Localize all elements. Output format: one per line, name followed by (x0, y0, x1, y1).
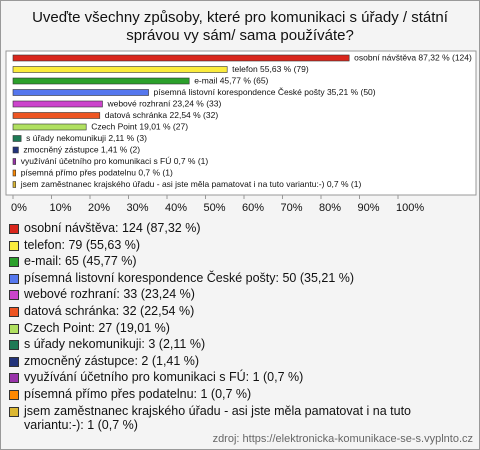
legend-marker (9, 257, 19, 268)
legend-label: využívání účetního pro komunikaci s FÚ: … (24, 370, 304, 385)
bar (12, 135, 22, 142)
bar (12, 77, 190, 85)
value-label: webové rozhraní 23,24 % (33) (106, 98, 221, 108)
bar (12, 89, 149, 96)
legend-item: písemná přímo přes podatelnu: 1 (0,7 %) (9, 387, 471, 401)
bar (12, 66, 228, 73)
legend-label: písemná přímo přes podatelnu: 1 (0,7 %) (24, 386, 252, 401)
legend-marker (9, 273, 19, 284)
legend-item: datová schránka: 32 (22,54 %) (9, 304, 471, 318)
legend-label: webové rozhraní: 33 (23,24 %) (24, 287, 195, 302)
value-label: telefon 55,63 % (79) (232, 64, 309, 74)
legend-item: s úřady nekomunikuji: 3 (2,11 %) (9, 337, 471, 351)
legend-item: jsem zaměstnanec krajského úřadu - asi j… (9, 404, 471, 432)
legend-label: e-mail: 65 (45,77 %) (24, 254, 137, 269)
value-label: datová schránka 22,54 % (32) (105, 110, 219, 120)
legend-marker (9, 290, 19, 301)
legend-label: s úřady nekomunikuji: 3 (2,11 %) (24, 337, 206, 352)
value-label: s úřady nekomunikuji 2,11 % (3) (26, 133, 147, 143)
x-tick-label: 40% (165, 202, 187, 214)
plot-area (5, 50, 477, 196)
legend-label: zmocněný zástupce: 2 (1,41 %) (24, 353, 200, 368)
bar (12, 112, 101, 119)
x-tick-label: 80% (319, 202, 341, 214)
legend-item: Czech Point: 27 (19,01 %) (9, 321, 471, 335)
legend-label: datová schránka: 32 (22,54 %) (24, 303, 195, 318)
x-tick-label: 90% (358, 202, 380, 214)
legend-marker (9, 323, 19, 334)
legend-marker (9, 406, 19, 417)
x-tick-label: 100% (396, 202, 424, 214)
plot: Uveďte všechny způsoby, které pro komuni… (5, 9, 477, 214)
value-label: zmocněný zástupce 1,41 % (2) (23, 144, 140, 154)
legend-marker (9, 389, 19, 400)
legend-marker (9, 373, 19, 384)
bar (12, 123, 87, 131)
legend-item: webové rozhraní: 33 (23,24 %) (9, 287, 471, 301)
x-tick-label: 10% (50, 202, 72, 214)
bar (12, 146, 19, 154)
value-label: e-mail 45,77 % (65) (194, 75, 268, 85)
bar (12, 169, 16, 177)
bar (12, 158, 16, 165)
legend-marker (9, 240, 19, 251)
legend-label: osobní návštěva: 124 (87,32 %) (24, 221, 201, 235)
legend-item: zmocněný zástupce: 2 (1,41 %) (9, 354, 471, 368)
legend-marker (9, 340, 19, 351)
value-label: využívání účetního pro komunikaci s FÚ 0… (21, 156, 209, 166)
x-tick-label: 0% (11, 202, 27, 214)
legend-marker (9, 306, 19, 317)
x-tick-label: 60% (242, 202, 264, 214)
value-label: Czech Point 19,01 % (27) (91, 121, 188, 131)
x-tick-label: 20% (88, 202, 110, 214)
x-tick-label: 70% (281, 202, 303, 214)
legend-item: využívání účetního pro komunikaci s FÚ: … (9, 370, 471, 384)
bar (12, 100, 103, 108)
legend-item: písemná listovní korespondence České poš… (9, 271, 471, 285)
legend: osobní návštěva: 124 (87,32 %) telefon: 7… (9, 221, 471, 434)
legend-item: e-mail: 65 (45,77 %) (9, 254, 471, 268)
source: zdroj: https://elektronicka-komunikace-s… (212, 433, 473, 445)
legend-label: jsem zaměstnanec krajského úřadu - asi j… (24, 403, 411, 432)
bar (12, 181, 16, 188)
legend-label: písemná listovní korespondence České poš… (24, 270, 355, 285)
legend-marker (9, 356, 19, 367)
x-tick-label: 30% (127, 202, 149, 214)
legend-label: Czech Point: 27 (19,01 %) (24, 320, 170, 335)
chart-title: Uveďte všechny způsoby, které pro komuni… (32, 9, 449, 44)
value-label: osobní návštěva 87,32 % (124) (354, 52, 472, 62)
legend-label: telefon: 79 (55,63 %) (24, 237, 141, 252)
x-tick-label: 50% (204, 202, 226, 214)
legend-marker (9, 224, 19, 234)
value-label: písemná přímo přes podatelnu 0,7 % (1) (21, 167, 173, 177)
legend-item: telefon: 79 (55,63 %) (9, 238, 471, 252)
value-label: písemná listovní korespondence České poš… (154, 87, 376, 97)
legend-item: osobní návštěva: 124 (87,32 %) (9, 221, 471, 235)
bar (12, 54, 350, 62)
value-label: jsem zaměstnanec krajského úřadu - asi j… (20, 179, 362, 189)
